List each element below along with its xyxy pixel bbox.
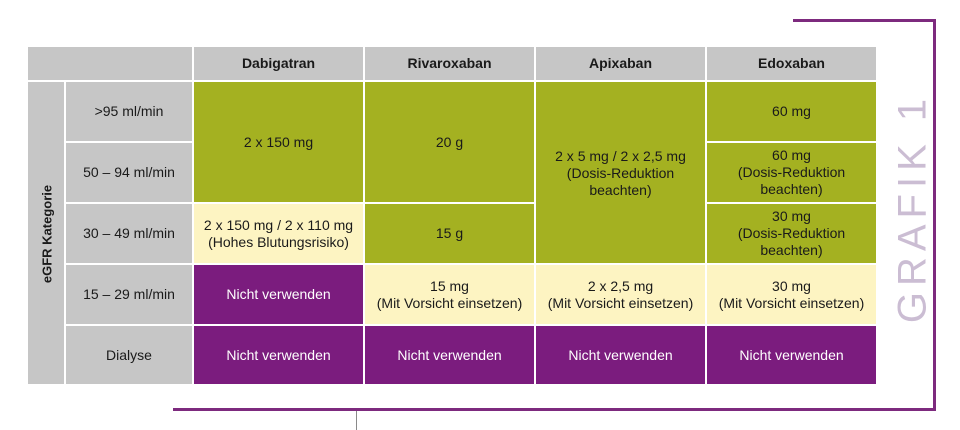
row-group-label-cell bbox=[28, 82, 64, 384]
frame-tick bbox=[356, 411, 357, 430]
row-label-15-29: 15 – 29 ml/min bbox=[66, 265, 192, 324]
row-label-dialyse: Dialyse bbox=[66, 326, 192, 384]
cell-rivaroxaban-dialyse: Nicht verwenden bbox=[365, 326, 534, 384]
row-label-95: >95 ml/min bbox=[66, 82, 192, 141]
header-rivaroxaban: Rivaroxaban bbox=[365, 47, 534, 80]
cell-dabigatran-95-94: 2 x 150 mg bbox=[194, 82, 363, 202]
cell-dabigatran-30-49: 2 x 150 mg / 2 x 110 mg (Hohes Blutungsr… bbox=[194, 204, 363, 263]
header-empty-corner bbox=[28, 47, 192, 80]
cell-dabigatran-dialyse: Nicht verwenden bbox=[194, 326, 363, 384]
cell-dabigatran-15-29: Nicht verwenden bbox=[194, 265, 363, 324]
header-edoxaban: Edoxaban bbox=[707, 47, 876, 80]
cell-edoxaban-dialyse: Nicht verwenden bbox=[707, 326, 876, 384]
frame-line-bottom bbox=[173, 408, 936, 411]
header-apixaban: Apixaban bbox=[536, 47, 705, 80]
cell-apixaban-95-49: 2 x 5 mg / 2 x 2,5 mg (Dosis-Reduktion b… bbox=[536, 82, 705, 263]
cell-edoxaban-30-49: 30 mg (Dosis-Reduktion beachten) bbox=[707, 204, 876, 263]
frame-line-right bbox=[933, 19, 936, 411]
row-label-50-94: 50 – 94 ml/min bbox=[66, 143, 192, 202]
cell-rivaroxaban-95-94: 20 g bbox=[365, 82, 534, 202]
cell-rivaroxaban-30-49: 15 g bbox=[365, 204, 534, 263]
cell-edoxaban-95: 60 mg bbox=[707, 82, 876, 141]
cell-edoxaban-50-94: 60 mg (Dosis-Reduktion beachten) bbox=[707, 143, 876, 202]
frame-line-top bbox=[793, 19, 936, 22]
cell-edoxaban-15-29: 30 mg (Mit Vorsicht einsetzen) bbox=[707, 265, 876, 324]
header-dabigatran: Dabigatran bbox=[194, 47, 363, 80]
row-group-label: eGFR Kategorie bbox=[39, 184, 55, 284]
cell-rivaroxaban-15-29: 15 mg (Mit Vorsicht einsetzen) bbox=[365, 265, 534, 324]
cell-apixaban-dialyse: Nicht verwenden bbox=[536, 326, 705, 384]
grafik-label: GRAFIK 1 bbox=[890, 92, 935, 324]
row-label-30-49: 30 – 49 ml/min bbox=[66, 204, 192, 263]
cell-apixaban-15-29: 2 x 2,5 mg (Mit Vorsicht einsetzen) bbox=[536, 265, 705, 324]
